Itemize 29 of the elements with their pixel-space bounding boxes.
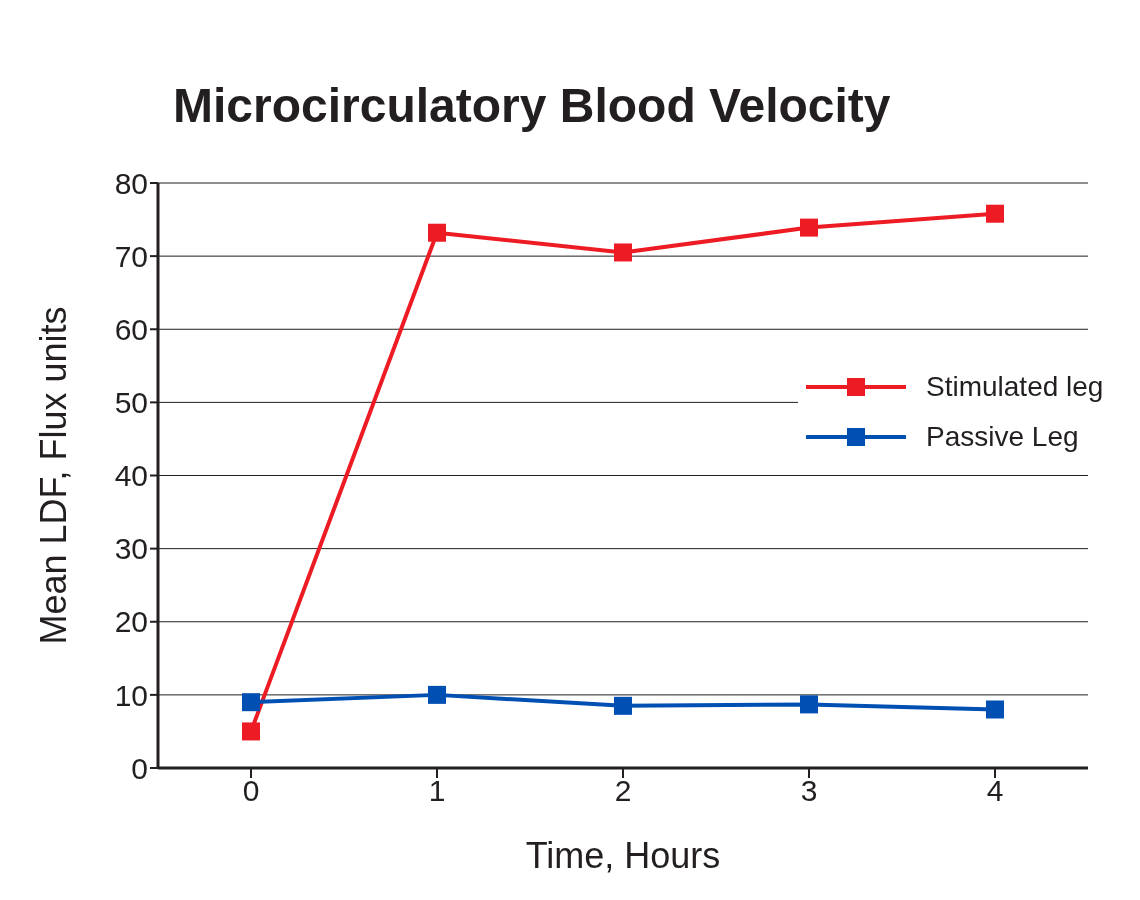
y-tick-label: 30 — [114, 532, 148, 566]
point — [428, 685, 446, 704]
x-tick-label: 2 — [614, 774, 632, 808]
legend-label: Passive Leg — [926, 421, 1079, 453]
x-tick-label: 4 — [986, 774, 1004, 808]
y-tick-label: 80 — [114, 166, 148, 200]
point — [800, 218, 818, 237]
point — [986, 204, 1004, 223]
y-tick-label: 50 — [114, 386, 148, 420]
x-tick-label: 0 — [242, 774, 260, 808]
point — [614, 243, 632, 262]
chart-title: Microcirculatory Blood Velocity — [172, 78, 892, 134]
legend-label: Stimulated leg — [926, 371, 1104, 403]
point — [242, 693, 260, 712]
y-tick-label: 0 — [131, 751, 148, 785]
x-axis-title: Time, Hours — [525, 835, 721, 876]
point — [428, 223, 446, 242]
y-tick-label: 60 — [114, 312, 148, 346]
point — [986, 700, 1004, 719]
y-tick-label: 70 — [114, 239, 148, 273]
point — [242, 722, 260, 741]
y-tick-label: 10 — [114, 678, 148, 712]
y-axis-title: Mean LDF, Flux units — [32, 306, 74, 645]
y-tick-label: 40 — [114, 459, 148, 493]
x-tick-label: 1 — [428, 774, 446, 808]
y-tick-label: 20 — [114, 605, 148, 639]
x-tick-label: 3 — [800, 774, 818, 808]
point — [614, 696, 632, 715]
point — [800, 695, 818, 714]
